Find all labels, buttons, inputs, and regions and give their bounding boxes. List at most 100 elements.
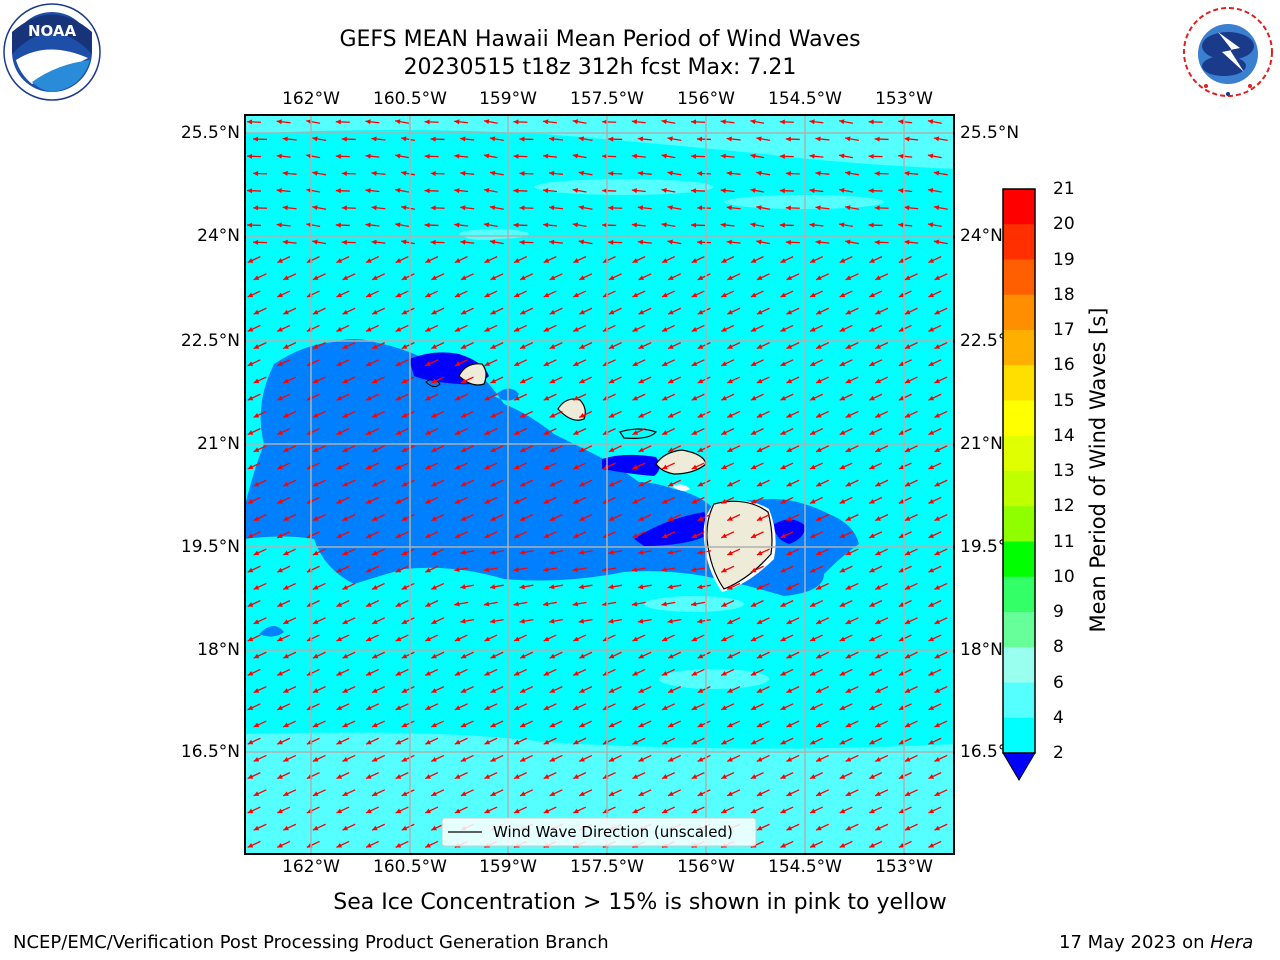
wind-arrow-head bbox=[484, 361, 491, 366]
wind-arrow-head bbox=[454, 739, 461, 745]
wind-arrow-head bbox=[839, 533, 846, 538]
wind-arrow-head bbox=[691, 808, 698, 814]
wind-arrow-head bbox=[484, 636, 491, 642]
lat-label-left: 21°N bbox=[197, 434, 240, 454]
wind-arrow-head bbox=[667, 584, 673, 590]
wind-arrow-head bbox=[312, 550, 319, 556]
wind-arrow-head bbox=[756, 584, 763, 590]
wind-arrow-head bbox=[425, 533, 431, 538]
wind-arrow-head bbox=[342, 309, 349, 315]
wind-arrow-head bbox=[637, 136, 644, 142]
wind-arrow-head bbox=[697, 136, 703, 142]
lon-label-top: 162°W bbox=[282, 89, 340, 109]
wind-arrow-head bbox=[750, 705, 757, 710]
wind-arrow-head bbox=[927, 222, 934, 228]
wind-arrow-head bbox=[934, 688, 941, 693]
wind-arrow-head bbox=[691, 636, 698, 642]
wind-arrow-head bbox=[484, 464, 491, 470]
wind-arrow-head bbox=[543, 498, 550, 504]
wind-arrow-head bbox=[489, 549, 496, 555]
wind-arrow-head bbox=[608, 239, 614, 245]
wind-arrow-head bbox=[283, 653, 289, 659]
wind-arrow-head bbox=[395, 222, 401, 228]
wind-arrow-head bbox=[395, 842, 402, 848]
wind-arrow-head bbox=[395, 774, 402, 779]
wind-arrow-head bbox=[366, 258, 372, 263]
wind-arrow-head bbox=[513, 567, 519, 573]
wind-arrow-head bbox=[904, 825, 911, 831]
wind-arrow-head bbox=[342, 516, 349, 521]
wind-arrow-head bbox=[904, 722, 911, 728]
wind-arrow-head bbox=[519, 136, 525, 142]
wind-arrow-head bbox=[928, 636, 935, 642]
wind-arrow-head bbox=[366, 567, 372, 573]
wind-arrow-head bbox=[519, 584, 525, 590]
wind-arrow-head bbox=[460, 584, 466, 590]
wind-arrow-head bbox=[898, 602, 905, 607]
wind-arrow-head bbox=[691, 361, 698, 366]
wind-arrow-head bbox=[662, 430, 668, 435]
wind-arrow-head bbox=[780, 739, 787, 745]
wind-arrow-head bbox=[430, 239, 436, 245]
wind-arrow-head bbox=[247, 636, 254, 642]
wind-arrow-head bbox=[460, 412, 467, 418]
wind-arrow-head bbox=[514, 670, 520, 676]
wind-arrow-head bbox=[573, 326, 579, 332]
wind-arrow-head bbox=[490, 791, 497, 796]
wind-arrow-head bbox=[460, 378, 467, 384]
wind-arrow-head bbox=[341, 171, 347, 177]
wind-arrow-head bbox=[372, 688, 378, 693]
wind-arrow-head bbox=[780, 498, 787, 504]
wind-arrow-head bbox=[638, 412, 645, 418]
wind-arrow-head bbox=[247, 361, 254, 366]
wind-arrow-head bbox=[816, 825, 822, 831]
wind-arrow-head bbox=[875, 550, 881, 556]
wind-arrow-head bbox=[720, 119, 726, 125]
wind-arrow-head bbox=[779, 119, 785, 125]
wind-arrow-head bbox=[366, 705, 372, 710]
wind-arrow-head bbox=[845, 825, 852, 831]
wind-arrow-head bbox=[898, 842, 905, 848]
footer-machine: Hera bbox=[1210, 932, 1254, 953]
wind-arrow-head bbox=[425, 326, 431, 332]
wind-arrow-head bbox=[780, 705, 787, 710]
wind-arrow-head bbox=[401, 550, 408, 556]
wind-arrow-head bbox=[928, 602, 935, 607]
wind-arrow-head bbox=[282, 170, 288, 176]
wind-arrow-head bbox=[430, 171, 436, 177]
wind-arrow-head bbox=[816, 412, 822, 418]
wind-arrow-head bbox=[401, 447, 408, 452]
wind-arrow-head bbox=[667, 136, 673, 142]
wind-arrow-head bbox=[750, 430, 757, 435]
wind-arrow-head bbox=[372, 516, 378, 521]
wind-arrow-head bbox=[810, 808, 816, 814]
wind-arrow-head bbox=[431, 344, 437, 349]
wind-arrow-head bbox=[253, 205, 259, 211]
wind-arrow-head bbox=[253, 825, 260, 831]
wind-arrow-head bbox=[431, 688, 437, 693]
wind-arrow-head bbox=[489, 205, 496, 211]
wind-arrow-head bbox=[869, 533, 875, 538]
wind-arrow-head bbox=[549, 170, 555, 176]
wind-arrow-head bbox=[691, 705, 698, 710]
wind-arrow-head bbox=[810, 258, 816, 263]
wind-arrow-head bbox=[372, 584, 378, 590]
wind-arrow-head bbox=[573, 705, 579, 710]
wind-arrow-head bbox=[661, 567, 667, 573]
wind-arrow-head bbox=[750, 153, 756, 159]
wind-arrow-head bbox=[336, 292, 343, 298]
wind-arrow-head bbox=[815, 239, 821, 245]
wind-arrow-head bbox=[454, 636, 461, 642]
wind-arrow-head bbox=[816, 481, 822, 487]
wind-arrow-head bbox=[401, 481, 408, 487]
wind-arrow-head bbox=[312, 275, 319, 280]
wind-arrow-head bbox=[786, 344, 793, 349]
wind-arrow-head bbox=[816, 550, 822, 556]
wind-arrow-head bbox=[579, 275, 585, 280]
wind-arrow-head bbox=[756, 550, 763, 556]
wind-arrow-head bbox=[934, 275, 941, 280]
wind-arrow-head bbox=[928, 292, 935, 298]
wind-arrow-head bbox=[283, 722, 289, 728]
wind-arrow-head bbox=[898, 119, 904, 125]
wind-arrow-head bbox=[750, 395, 757, 401]
